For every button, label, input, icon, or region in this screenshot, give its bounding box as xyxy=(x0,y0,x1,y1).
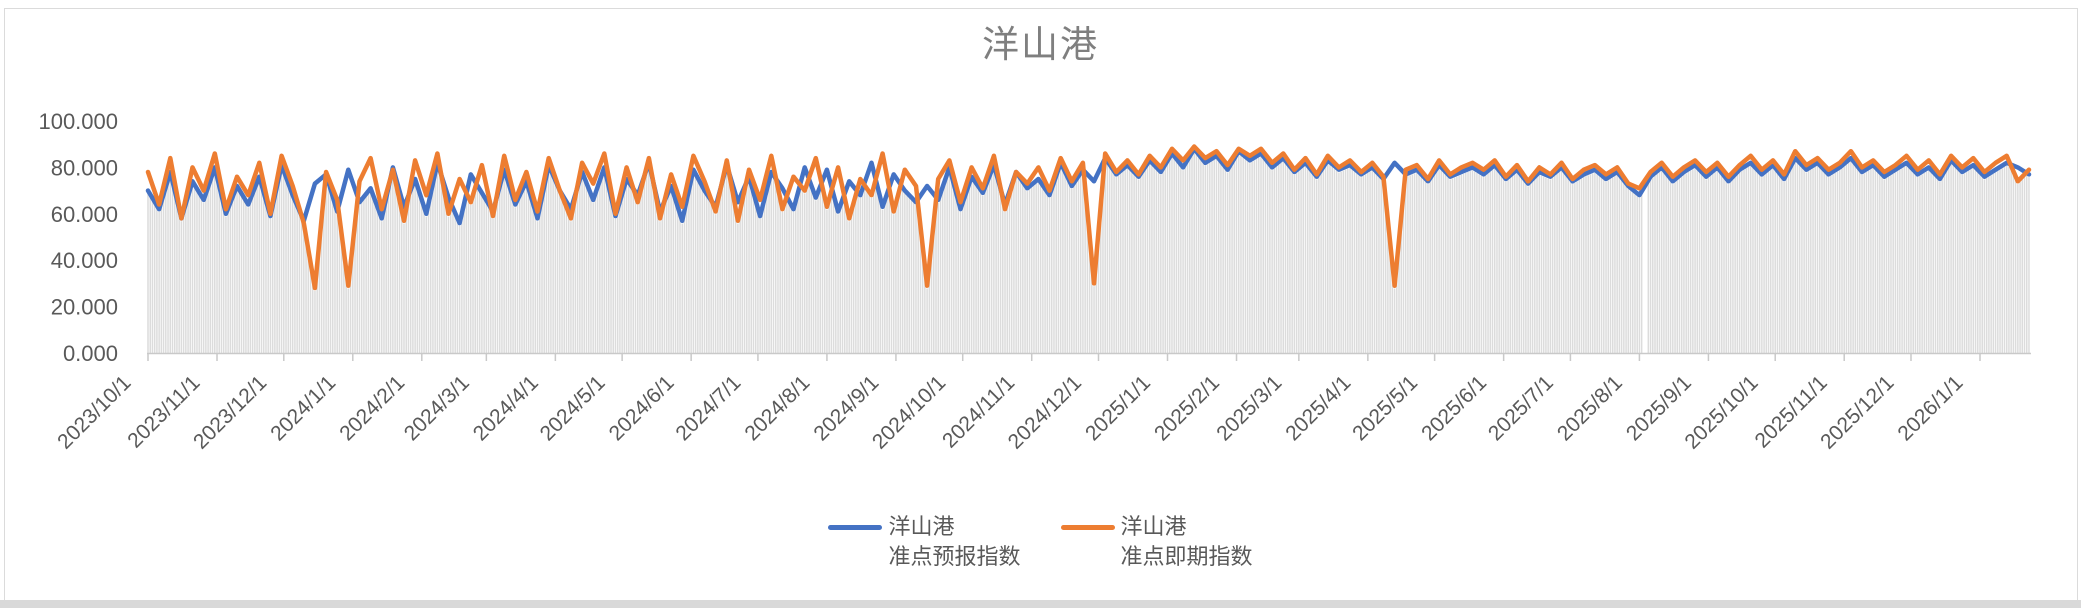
y-axis-label: 20.000 xyxy=(51,295,118,320)
x-axis-label: 2023/10/1 xyxy=(53,371,135,453)
forecast-line-swatch xyxy=(828,525,883,530)
legend-label-spot: 洋山港 准点即期指数 xyxy=(1121,512,1253,572)
x-axis-label: 2024/6/1 xyxy=(605,371,679,445)
x-axis-label: 2025/3/1 xyxy=(1212,371,1286,445)
x-axis-label: 2024/7/1 xyxy=(671,371,745,445)
y-axis-label: 80.000 xyxy=(51,155,118,180)
legend-label-spot-line1: 洋山港 xyxy=(1120,514,1187,539)
y-axis-label: 100.000 xyxy=(38,109,118,134)
x-axis-label: 2025/2/1 xyxy=(1150,371,1224,445)
y-axis-labels: 0.000 20.000 40.000 60.000 80.000 100.000 xyxy=(38,109,118,366)
legend-label-spot-line2: 准点即期指数 xyxy=(1120,544,1253,569)
forecast-index-line xyxy=(145,146,2032,226)
y-axis-label: 40.000 xyxy=(51,248,118,273)
legend-label-forecast: 洋山港 准点预报指数 xyxy=(888,512,1020,572)
x-axis-label: 2026/1/1 xyxy=(1893,371,1967,445)
x-axis-label: 2025/8/1 xyxy=(1553,371,1627,445)
x-axis xyxy=(147,352,2031,361)
window-edge-strip xyxy=(0,600,2081,608)
legend: 洋山港 准点预报指数 洋山港 准点即期指数 xyxy=(0,512,2081,572)
x-axis-label: 2024/8/1 xyxy=(740,371,814,445)
x-axis-label: 2025/7/1 xyxy=(1484,371,1558,445)
legend-item-spot-index: 洋山港 准点即期指数 xyxy=(1060,512,1253,572)
x-axis-label: 2025/5/1 xyxy=(1348,371,1422,445)
x-axis-label: 2024/10/1 xyxy=(868,371,950,453)
x-axis-label: 2024/3/1 xyxy=(400,371,474,445)
legend-item-forecast-index: 洋山港 准点预报指数 xyxy=(828,512,1021,572)
y-axis-label: 0.000 xyxy=(63,341,118,366)
x-axis-label: 2024/4/1 xyxy=(469,371,543,445)
x-axis-label: 2024/12/1 xyxy=(1004,371,1086,453)
spot-index-line xyxy=(145,144,2032,291)
x-axis-label: 2023/12/1 xyxy=(189,371,271,453)
x-axis-label: 2025/4/1 xyxy=(1281,371,1355,445)
x-axis-label: 2024/1/1 xyxy=(266,371,340,445)
x-axis-labels: 2023/10/12023/11/12023/12/12024/1/12024/… xyxy=(53,371,1967,453)
legend-label-forecast-line1: 洋山港 xyxy=(888,514,955,539)
spot-line-swatch xyxy=(1060,525,1115,530)
x-axis-label: 2025/6/1 xyxy=(1417,371,1491,445)
x-axis-label: 2025/1/1 xyxy=(1081,371,1155,445)
background-bars xyxy=(147,151,2030,353)
chart-title: 洋山港 xyxy=(982,24,1099,65)
x-axis-label: 2024/2/1 xyxy=(335,371,409,445)
y-axis-label: 60.000 xyxy=(51,202,118,227)
x-axis-label: 2024/5/1 xyxy=(536,371,610,445)
legend-label-forecast-line2: 准点预报指数 xyxy=(888,544,1021,569)
x-axis-label: 2025/10/1 xyxy=(1680,371,1762,453)
x-axis-label: 2025/12/1 xyxy=(1816,371,1898,453)
